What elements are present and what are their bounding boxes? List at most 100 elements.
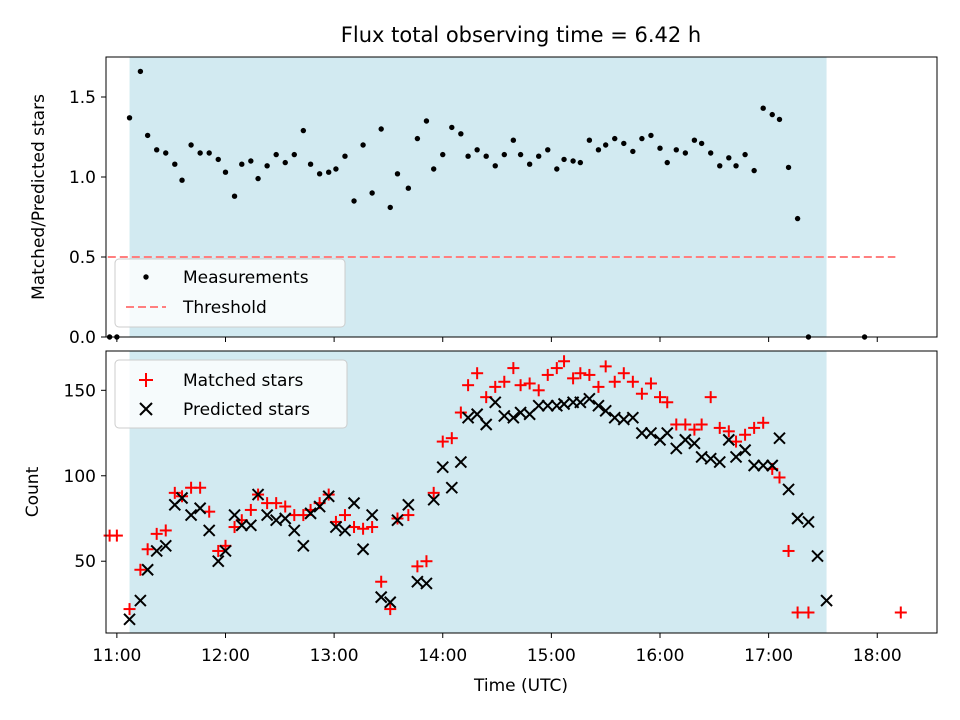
predicted-star-point [288,524,301,537]
matched-star-point [583,368,596,381]
legend-measurements-label: Measurements [183,268,309,288]
matched-star-point [270,497,283,510]
matched-star-point [654,391,666,404]
matched-star-point [782,544,795,557]
matched-star-point [550,362,563,375]
measurement-point [630,148,636,155]
matched-star-point [730,435,743,448]
measurement-point [465,153,471,159]
measurement-point [492,163,498,169]
matched-star-point [391,512,404,525]
measurement-point [785,164,792,171]
measurement-point [316,171,323,177]
matched-star-point [159,524,172,537]
top-legend-box [114,258,346,328]
matched-star-point [420,555,433,568]
predicted-star-point [704,452,717,465]
predicted-star-point [384,596,397,609]
matched-star-point [757,416,770,429]
predicted-star-point [134,594,147,607]
chart-title: Flux total observing time = 6.42 h [341,23,701,47]
measurement-point [273,151,279,158]
matched-star-point [322,488,335,501]
measurement-point [430,166,437,172]
measurement-point [440,151,446,158]
matched-star-point [454,406,467,419]
matched-star-point [297,509,310,522]
predicted-star-point [661,426,674,440]
measurement-point [586,137,593,143]
measurement-point [794,215,801,222]
measurement-point [776,116,783,123]
predicted-star-point [773,431,786,445]
matched-star-point [507,362,520,375]
measurement-point [510,137,517,143]
predicted-star-point [219,544,232,558]
predicted-star-point [626,411,640,424]
matched-star-point [244,503,257,516]
matched-star-point [279,500,292,513]
measurement-point [742,151,748,158]
top-y-axis-label: Matched/Predicted stars [29,94,49,300]
measurement-point [172,161,178,167]
matched-star-point [514,379,527,392]
top-y-tick-label: 0.0 [69,328,96,348]
matched-star-point [427,486,440,499]
matched-star-point [384,603,397,616]
predicted-star-point [175,491,189,505]
measurement-point [144,132,151,139]
predicted-star-point [756,459,770,472]
measurement-point [570,158,576,164]
measurement-point [126,115,133,121]
predicted-star-point [644,426,658,440]
x-tick-label: 11:00 [92,646,141,666]
predicted-star-point [202,524,216,537]
matched-star-point [523,377,536,390]
measurement-point [231,193,238,199]
measurement-point [733,163,739,169]
predicted-star-point [592,399,605,412]
matched-star-point [228,521,241,534]
measurement-point [561,156,567,163]
matched-star-point [176,490,189,503]
predicted-star-point [365,508,379,522]
measurement-point [197,150,203,156]
measurement-point [648,132,654,139]
matched-star-point [203,505,216,518]
measurement-point [387,204,393,211]
matched-star-point [773,471,786,484]
predicted-star-point [329,520,343,534]
legend-threshold-label: Threshold [182,298,267,318]
measurement-point [769,111,775,118]
matched-star-point [134,563,147,576]
matched-star-point [445,432,458,445]
matched-star-point [704,391,717,404]
matched-star-point [802,606,815,619]
measurement-point [342,153,348,159]
measurement-point [657,145,663,151]
measurement-point [612,135,618,142]
predicted-star-point [141,563,154,576]
measurement-point [707,150,714,156]
measurement-point [291,151,297,158]
predicted-star-point [802,515,815,529]
predicted-star-point [461,411,475,424]
bottom-y-tick-label: 100 [64,467,96,487]
matched-star-point [695,418,708,431]
bottom-legend-box [114,359,348,429]
measurement-point [405,185,412,191]
predicted-star-point [322,490,335,503]
predicted-star-point [541,399,554,412]
matched-star-point [212,544,225,557]
matched-star-point [489,380,502,393]
matched-star-point [436,435,449,448]
measurement-point [179,177,185,183]
predicted-star-point [338,524,352,537]
predicted-star-point [279,512,292,525]
matched-star-point [498,375,511,388]
measurement-point [360,142,366,148]
legend-matched-label: Matched stars [183,371,303,391]
legend-predicted-label: Predicted stars [183,400,310,420]
measurement-point [554,166,560,172]
